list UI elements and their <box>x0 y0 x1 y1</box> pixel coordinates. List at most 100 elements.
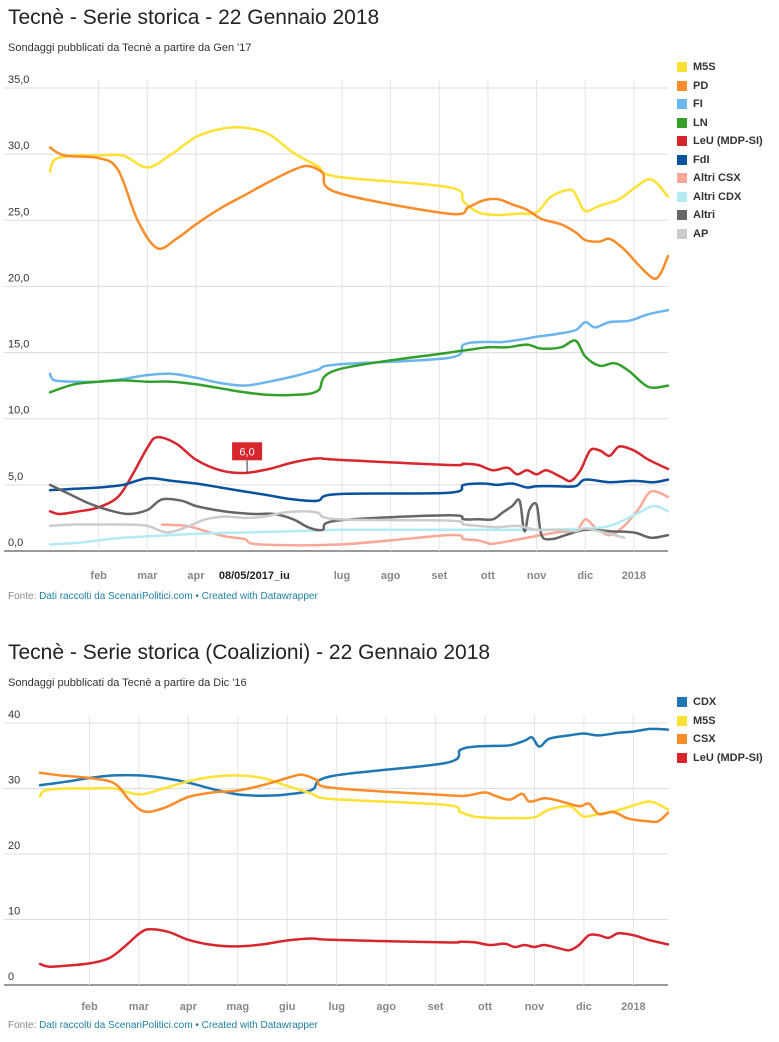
credit-link[interactable]: Created with Datawrapper <box>201 591 318 602</box>
value-annotation: 6,0 <box>232 442 263 473</box>
legend-label: FdI <box>693 153 710 166</box>
legend-swatch <box>677 80 687 91</box>
x-tick-label: set <box>431 570 447 582</box>
x-tick-label: dic <box>577 570 593 582</box>
y-tick-label: 15,0 <box>8 339 29 351</box>
legend-label: Altri CDX <box>693 190 742 203</box>
legend-swatch <box>677 173 687 184</box>
legend-swatch <box>677 191 687 202</box>
legend-label: LN <box>693 116 708 129</box>
legend-item-fdi[interactable]: FdI <box>677 151 763 170</box>
source-separator: • <box>195 1020 199 1031</box>
series-altri[interactable] <box>48 483 670 541</box>
legend-swatch <box>677 210 687 221</box>
legend-item-leu-mdp-si[interactable]: LeU (MDP-SI) <box>677 749 763 768</box>
chart-plot-area: 0 10 20 30 40 feb mar apr mag giu lug ago set ott nov d… <box>4 709 670 1013</box>
source-label: Fonte: <box>8 1020 37 1031</box>
y-tick-label: 5,0 <box>8 471 23 483</box>
legend-item-altri-csx[interactable]: Altri CSX <box>677 169 763 188</box>
y-tick-label: 20,0 <box>8 272 29 284</box>
x-tick-label: nov <box>527 570 547 582</box>
chart-legend: CDX M5S CSX LeU (MDP-SI) <box>677 693 763 767</box>
series-csx[interactable] <box>38 771 670 824</box>
series-leu-mdp-si[interactable] <box>48 435 670 516</box>
source-label: Fonte: <box>8 591 37 602</box>
legend-item-ln[interactable]: LN <box>677 114 763 133</box>
legend-label: M5S <box>693 714 716 727</box>
series-m5s[interactable] <box>38 774 670 820</box>
legend-label: CDX <box>693 696 717 709</box>
series-line <box>48 476 670 503</box>
chart-plot-area: 0,0 5,0 10,0 15,0 20,0 25,0 30,0 35,0 feb mar apr 0… <box>4 74 670 582</box>
series-line <box>38 771 670 824</box>
x-tick-label: ago <box>376 1001 396 1013</box>
series-fdi[interactable] <box>48 476 670 503</box>
x-tick-label: feb <box>81 1001 98 1013</box>
x-tick-label: feb <box>90 570 107 582</box>
x-tick-label: set <box>428 1001 444 1013</box>
annotation-box <box>232 442 263 461</box>
x-tick-label: 2018 <box>622 570 646 582</box>
legend-swatch <box>677 697 687 708</box>
series-ln[interactable] <box>48 339 670 397</box>
legend-item-altri[interactable]: Altri <box>677 206 763 225</box>
series-line <box>48 435 670 516</box>
legend-label: PD <box>693 79 709 92</box>
series-line <box>38 727 670 797</box>
series-ap[interactable] <box>48 510 626 540</box>
source-separator: • <box>195 591 199 602</box>
series-line <box>48 126 670 217</box>
legend-item-csx[interactable]: CSX <box>677 730 763 749</box>
legend-item-m5s[interactable]: M5S <box>677 58 763 77</box>
series-leu-mdp-si[interactable] <box>38 928 670 968</box>
x-tick-label: mar <box>129 1001 150 1013</box>
legend-label: M5S <box>693 61 716 74</box>
series-line <box>48 146 670 281</box>
series-line <box>48 339 670 397</box>
chart-title: Tecnè - Serie storica - 22 Gennaio 2018 <box>8 6 380 29</box>
x-tick-label: ott <box>478 1001 492 1013</box>
x-tick-label: giu <box>279 1001 296 1013</box>
y-tick-label: 10 <box>8 906 20 918</box>
series-line <box>38 928 670 968</box>
legend-item-ap[interactable]: AP <box>677 225 763 244</box>
legend-label: Altri <box>693 209 715 222</box>
series-pd[interactable] <box>48 146 670 281</box>
legend-label: Altri CSX <box>693 172 741 185</box>
source-link[interactable]: Dati raccolti da ScenariPolitici.com <box>39 591 193 602</box>
legend-item-fi[interactable]: FI <box>677 95 763 114</box>
x-tick-label: dic <box>576 1001 592 1013</box>
legend-swatch <box>677 154 687 165</box>
series-line <box>38 774 670 820</box>
y-tick-label: 20 <box>8 840 20 852</box>
series-cdx[interactable] <box>38 727 670 797</box>
annotation-label: 6,0 <box>239 446 254 458</box>
legend-swatch <box>677 117 687 128</box>
legend-item-m5s[interactable]: M5S <box>677 712 763 731</box>
y-tick-label: 30 <box>8 775 20 787</box>
legend-swatch <box>677 752 687 763</box>
x-tick-label: 2018 <box>621 1001 645 1013</box>
legend-swatch <box>677 734 687 745</box>
chart-source: Fonte: Dati raccolti da ScenariPolitici.… <box>8 1020 318 1031</box>
legend-label: LeU (MDP-SI) <box>693 135 763 148</box>
legend-label: FI <box>693 98 703 111</box>
legend-item-altri-cdx[interactable]: Altri CDX <box>677 188 763 207</box>
series-line <box>48 308 670 387</box>
x-tick-label: lug <box>328 1001 345 1013</box>
y-tick-label: 10,0 <box>8 405 29 417</box>
legend-swatch <box>677 228 687 239</box>
source-link[interactable]: Dati raccolti da ScenariPolitici.com <box>39 1020 193 1031</box>
series-fi[interactable] <box>48 308 670 387</box>
y-tick-label: 0,0 <box>8 537 23 549</box>
y-tick-label: 35,0 <box>8 74 29 86</box>
series-m5s[interactable] <box>48 126 670 217</box>
legend-item-pd[interactable]: PD <box>677 77 763 96</box>
legend-item-cdx[interactable]: CDX <box>677 693 763 712</box>
chart-party-series: Tecnè - Serie storica - 22 Gennaio 2018 … <box>4 6 763 602</box>
legend-item-leu-mdp-si[interactable]: LeU (MDP-SI) <box>677 132 763 151</box>
credit-link[interactable]: Created with Datawrapper <box>201 1020 318 1031</box>
y-tick-label: 0 <box>8 971 14 983</box>
x-tick-label: ago <box>381 570 401 582</box>
y-tick-label: 30,0 <box>8 140 29 152</box>
